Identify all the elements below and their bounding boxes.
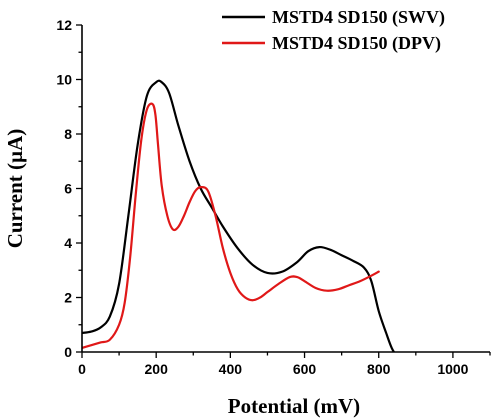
y-tick-label: 6 <box>64 181 72 197</box>
y-tick-label: 2 <box>64 290 72 306</box>
series-layer <box>82 79 396 352</box>
x-tick-label: 1000 <box>437 361 468 377</box>
y-tick-label: 10 <box>56 72 72 88</box>
x-axis-title: Potential (mV) <box>228 394 360 418</box>
x-tick-label: 200 <box>145 361 169 377</box>
ticks: 0 200 400 600 800 1000 0 2 4 6 8 10 12 <box>56 17 491 377</box>
axes <box>81 25 490 353</box>
y-tick-label: 0 <box>64 344 72 360</box>
x-tick-label: 400 <box>219 361 243 377</box>
legend-label-swv: MSTD4 SD150 (SWV) <box>272 7 445 28</box>
y-tick-label: 4 <box>64 235 72 251</box>
x-tick-label: 600 <box>293 361 317 377</box>
series-line-swv <box>82 79 396 352</box>
legend-label-dpv: MSTD4 SD150 (DPV) <box>272 33 441 54</box>
x-tick-label: 800 <box>367 361 391 377</box>
legend: MSTD4 SD150 (SWV) MSTD4 SD150 (DPV) <box>222 7 445 54</box>
y-axis-title: Current (µA) <box>3 129 27 249</box>
y-tick-label: 12 <box>56 17 72 33</box>
x-tick-label: 0 <box>78 361 86 377</box>
series-line-dpv <box>82 102 380 350</box>
y-tick-label: 8 <box>64 126 72 142</box>
